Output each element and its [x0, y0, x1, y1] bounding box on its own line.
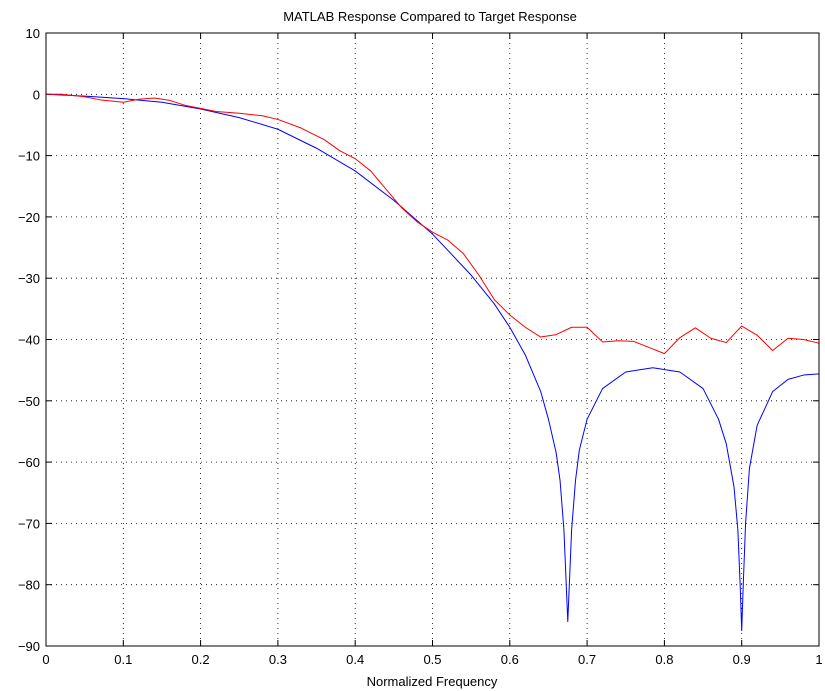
series-red-line [46, 93, 820, 355]
y-tick-label: −50 [18, 394, 40, 409]
chart-title: MATLAB Response Compared to Target Respo… [283, 9, 577, 24]
x-tick-label: 0.6 [501, 652, 519, 667]
y-tick-label: −70 [18, 516, 40, 531]
x-tick-label: 0.4 [346, 652, 364, 667]
x-tick-label: 0.8 [655, 652, 673, 667]
x-tick-label: 0.5 [423, 652, 441, 667]
y-tick-label: −40 [18, 333, 40, 348]
y-tick-label: −90 [18, 639, 40, 654]
x-tick-label: 0.9 [733, 652, 751, 667]
x-axis-label: Normalized Frequency [367, 674, 498, 689]
y-tick-label: −10 [18, 149, 40, 164]
grid [46, 33, 819, 646]
series-blue-line [45, 93, 820, 632]
x-tick-label: 1 [815, 652, 822, 667]
y-tick-labels: 10 0 −10 −20 −30 −40 −50 −60 −70 −80 −90 [18, 26, 40, 654]
y-tick-label: −60 [18, 455, 40, 470]
y-tick-label: −30 [18, 271, 40, 286]
y-tick-label: 0 [33, 87, 40, 102]
series-lines [45, 93, 820, 632]
x-tick-label: 0.2 [192, 652, 210, 667]
x-tick-label: 0.3 [269, 652, 287, 667]
y-tick-label: −20 [18, 210, 40, 225]
x-tick-label: 0 [42, 652, 49, 667]
plot-frame [45, 32, 820, 647]
y-tick-label: −80 [18, 578, 40, 593]
x-tick-label: 0.1 [114, 652, 132, 667]
x-tick-label: 0.7 [578, 652, 596, 667]
y-tick-label: 10 [26, 26, 40, 41]
x-tick-labels: 0 0.1 0.2 0.3 0.4 0.5 0.6 0.7 0.8 0.9 1 [42, 652, 822, 667]
